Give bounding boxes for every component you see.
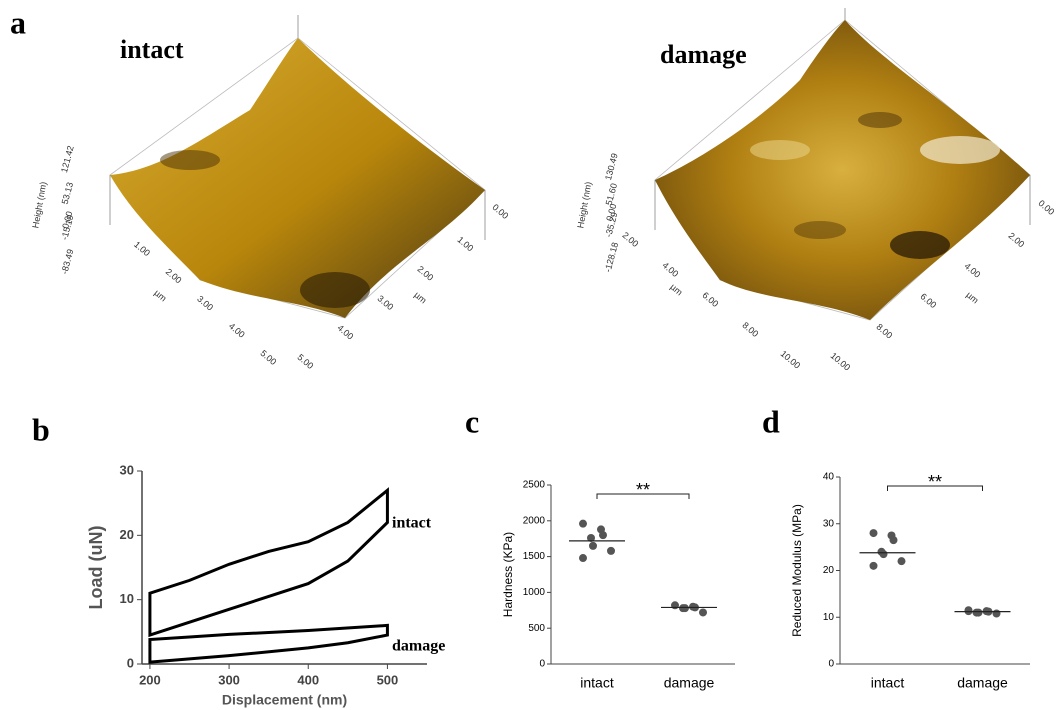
significance-label: ** <box>928 472 942 492</box>
z-tick-label: 130.49 <box>603 152 620 181</box>
data-point <box>579 519 587 528</box>
series-label: intact <box>392 515 432 532</box>
x-tick-label: 1.00 <box>132 239 152 258</box>
x-tick-label: intact <box>871 675 905 691</box>
y-tick-label: 2.00 <box>415 264 435 283</box>
data-point <box>671 601 679 610</box>
z-tick-label: 51.60 <box>604 182 619 206</box>
y-axis-label: Load (uN) <box>86 526 106 610</box>
y-tick-label: 4.00 <box>335 323 355 342</box>
data-point <box>889 536 898 545</box>
y-axis-label: Hardness (KPa) <box>501 532 515 617</box>
panel-label: a <box>10 4 26 40</box>
data-line <box>148 623 389 664</box>
y-tick-label: 2000 <box>523 515 546 526</box>
y-tick-label: 20 <box>120 527 134 542</box>
x-axis-label: µm <box>668 282 684 298</box>
x-tick-label: 500 <box>377 672 399 687</box>
x-tick-label: 2.00 <box>164 266 184 285</box>
data-point <box>599 531 607 540</box>
y-tick-label: 0 <box>127 655 134 670</box>
z-axis-label: Height (nm) <box>575 181 593 229</box>
data-line <box>148 487 389 638</box>
z-tick-label: -128.18 <box>603 241 621 273</box>
x-tick-label: 400 <box>297 672 319 687</box>
data-point <box>579 554 587 563</box>
data-point <box>699 608 707 617</box>
y-tick-label: 10 <box>120 591 134 606</box>
x-tick-label: 300 <box>218 672 240 687</box>
significance-bracket <box>887 485 983 491</box>
y-tick-label: 0 <box>828 659 834 670</box>
z-tick-label: -83.49 <box>59 248 75 275</box>
z2-tick-label: 0.00 <box>490 202 510 221</box>
x-tick-label: intact <box>580 675 614 691</box>
data-point <box>607 546 615 555</box>
y-tick-label: 8.00 <box>874 322 894 341</box>
z-tick-label: 121.42 <box>59 145 76 174</box>
data-point <box>897 557 906 566</box>
surface-title: intact <box>120 35 184 64</box>
panel-label: b <box>32 411 50 447</box>
x-tick-label: 8.00 <box>740 320 760 339</box>
x-tick-label: 4.00 <box>227 321 247 340</box>
x-tick-label: damage <box>664 675 715 691</box>
y-tick-label: 1000 <box>523 587 546 598</box>
y-tick-label: 30 <box>120 462 134 477</box>
data-point <box>589 541 597 550</box>
z-axis-label: Height (nm) <box>30 181 48 229</box>
y-tick-label: 4.00 <box>962 261 982 280</box>
data-point <box>974 608 983 617</box>
significance-label: ** <box>636 480 650 500</box>
y-tick-label: 10.00 <box>829 350 853 372</box>
surface-title: damage <box>660 40 747 69</box>
y-tick-label: 6.00 <box>918 291 938 310</box>
y-tick-label: 30 <box>823 518 835 529</box>
x-tick-label: 6.00 <box>700 290 720 309</box>
y-tick-label: 40 <box>823 472 835 483</box>
data-point <box>879 550 888 559</box>
y-axis-label: Reduced Modulus (MPa) <box>790 504 804 637</box>
data-point <box>869 561 878 570</box>
y-tick-label: 5.00 <box>295 352 315 371</box>
z-tick-label: 53.13 <box>60 181 75 205</box>
y-axis-label: µm <box>412 290 428 306</box>
y-tick-label: 0 <box>539 659 545 670</box>
y-tick-label: 500 <box>528 623 545 634</box>
data-point <box>587 533 595 542</box>
z-tick-label: -15.19 <box>59 214 75 241</box>
x-tick-label: 4.00 <box>660 260 680 279</box>
x-tick-label: 2.00 <box>620 230 640 249</box>
y-tick-label: 2500 <box>523 480 546 491</box>
surface-damage <box>654 8 1031 321</box>
z2-tick-label: 0.00 <box>1036 198 1056 217</box>
x-axis-label: Displacement (nm) <box>222 692 347 708</box>
x-tick-label: 200 <box>139 672 161 687</box>
panel-label: c <box>465 403 479 439</box>
data-point <box>681 604 689 613</box>
x-tick-label: 5.00 <box>258 348 278 367</box>
series-label: damage <box>392 638 445 655</box>
significance-bracket <box>596 493 690 499</box>
y-tick-label: 2.00 <box>1006 230 1026 249</box>
y-tick-label: 1.00 <box>455 234 475 253</box>
x-tick-label: 10.00 <box>779 348 803 370</box>
panel-label: d <box>762 403 780 439</box>
x-axis-label: µm <box>152 288 168 304</box>
y-tick-label: 3.00 <box>375 293 395 312</box>
z-tick-label: 0.00 <box>604 203 618 223</box>
y-tick-label: 10 <box>823 612 835 623</box>
x-tick-label: 3.00 <box>195 294 215 313</box>
y-tick-label: 20 <box>823 565 835 576</box>
data-point <box>992 609 1001 618</box>
x-tick-label: damage <box>957 675 1008 691</box>
z-tick-label: 0.00 <box>60 210 74 230</box>
surface-intact <box>109 15 486 319</box>
y-tick-label: 1500 <box>523 551 546 562</box>
data-point <box>869 529 878 538</box>
y-axis-label: µm <box>964 290 980 306</box>
